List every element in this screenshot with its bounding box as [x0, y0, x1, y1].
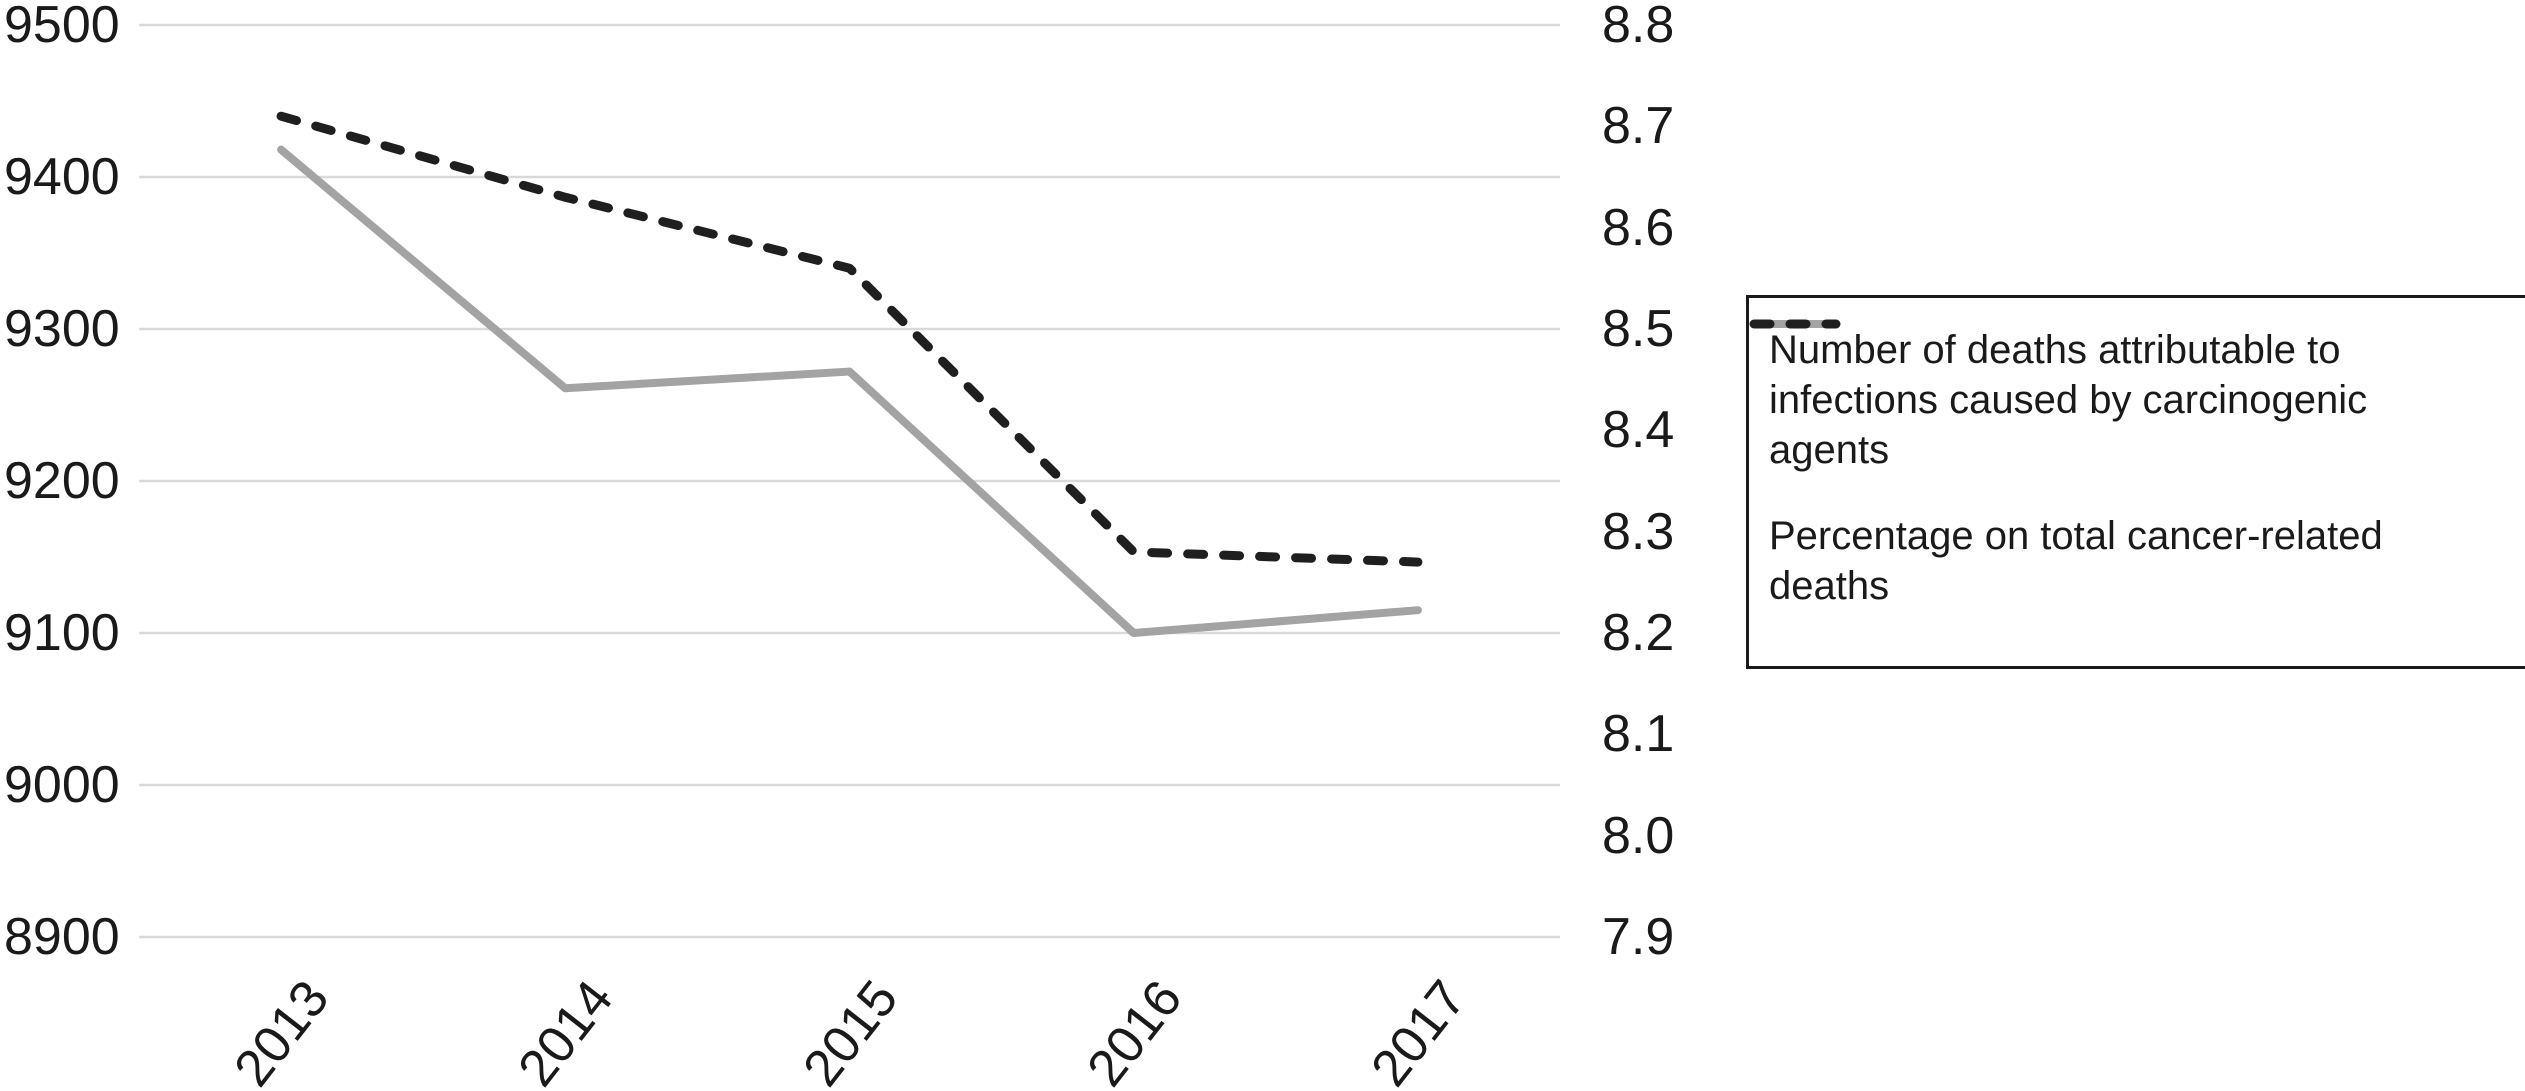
left-axis-tick-9500: 9500 [4, 0, 120, 54]
legend-label: Number of deaths attributable to infecti… [1769, 328, 2368, 472]
left-axis-tick-8900: 8900 [4, 908, 120, 966]
right-axis-tick-8.5: 8.5 [1602, 300, 1675, 358]
left-axis-tick-9400: 9400 [4, 148, 120, 206]
right-axis-tick-8.3: 8.3 [1602, 502, 1675, 561]
right-axis-tick-8.7: 8.7 [1602, 97, 1675, 156]
right-axis-tick-8.1: 8.1 [1602, 705, 1675, 764]
right-axis-tick-8.6: 8.6 [1602, 198, 1675, 257]
legend: Number of deaths attributable to infecti… [1746, 295, 2525, 669]
left-axis-tick-9200: 9200 [4, 452, 120, 510]
legend-item-deaths: Number of deaths attributable to infecti… [1750, 320, 2525, 475]
left-axis-tick-9000: 9000 [4, 756, 120, 814]
right-axis-tick-8.8: 8.8 [1602, 0, 1675, 54]
left-axis-tick-9300: 9300 [4, 300, 120, 358]
dashed-line-swatch-icon [1749, 319, 1841, 329]
legend-label: Percentage on total cancer-related death… [1769, 514, 2383, 608]
right-axis-tick-8.0: 8.0 [1602, 806, 1675, 865]
series-line-percentage [276, 111, 1423, 567]
left-axis-tick-9100: 9100 [4, 604, 120, 662]
right-axis-tick-8.2: 8.2 [1602, 604, 1675, 662]
series-line-deaths [277, 145, 1422, 637]
legend-item-percentage: Percentage on total cancer-related death… [1749, 319, 2525, 611]
right-axis-tick-7.9: 7.9 [1602, 908, 1675, 966]
right-axis-tick-8.4: 8.4 [1602, 401, 1675, 460]
